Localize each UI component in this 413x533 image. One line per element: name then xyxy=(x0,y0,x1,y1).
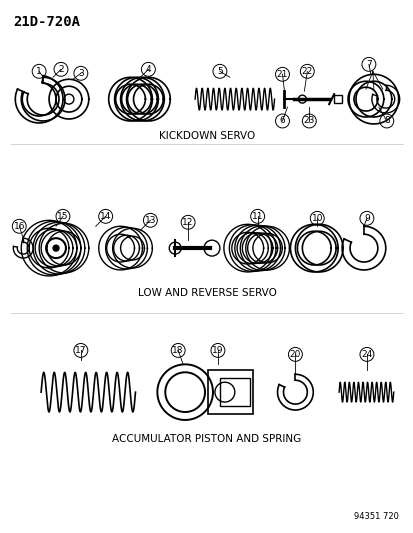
Text: 2: 2 xyxy=(58,65,64,74)
Text: 7: 7 xyxy=(365,60,371,69)
Bar xyxy=(333,95,341,103)
Text: 3: 3 xyxy=(78,69,83,78)
Text: 22: 22 xyxy=(301,67,312,76)
Text: 21D-720A: 21D-720A xyxy=(13,15,80,29)
Text: 20: 20 xyxy=(289,350,300,359)
Text: 23: 23 xyxy=(303,117,314,125)
Text: 9: 9 xyxy=(363,214,369,223)
Text: 12: 12 xyxy=(182,218,193,227)
Text: 11: 11 xyxy=(251,212,263,221)
Text: 4: 4 xyxy=(145,65,151,74)
Text: 24: 24 xyxy=(361,350,372,359)
Text: 16: 16 xyxy=(14,222,25,231)
Text: 14: 14 xyxy=(100,212,111,221)
Text: 8: 8 xyxy=(383,117,389,125)
Text: ACCUMULATOR PISTON AND SPRING: ACCUMULATOR PISTON AND SPRING xyxy=(112,434,301,444)
Bar xyxy=(207,370,252,414)
Text: 18: 18 xyxy=(172,346,183,355)
Text: 15: 15 xyxy=(57,212,69,221)
Text: 6: 6 xyxy=(279,117,285,125)
Text: LOW AND REVERSE SERVO: LOW AND REVERSE SERVO xyxy=(137,288,276,298)
Text: 10: 10 xyxy=(311,214,322,223)
Text: KICKDOWN SERVO: KICKDOWN SERVO xyxy=(159,131,254,141)
Text: 21: 21 xyxy=(276,70,287,79)
Text: 13: 13 xyxy=(144,216,156,225)
Text: 1: 1 xyxy=(36,67,42,76)
Circle shape xyxy=(53,245,59,251)
Text: 17: 17 xyxy=(75,346,86,355)
Text: 19: 19 xyxy=(212,346,223,355)
Text: 94351 720: 94351 720 xyxy=(353,512,398,521)
Text: 5: 5 xyxy=(216,67,222,76)
Bar xyxy=(219,378,249,406)
